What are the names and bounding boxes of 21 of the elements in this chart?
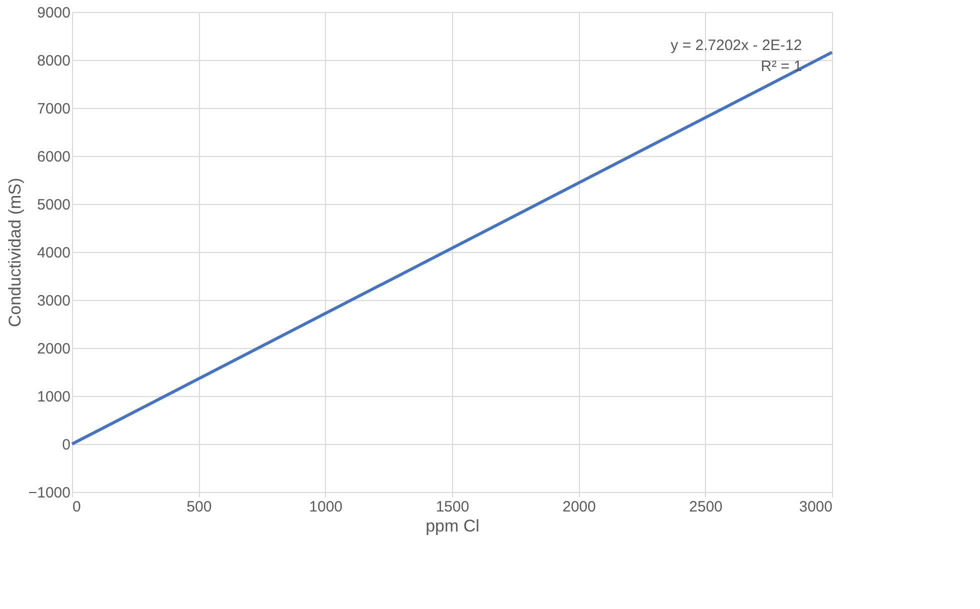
y-tick-label: 2000: [37, 340, 70, 358]
x-tick-label: 500: [186, 498, 212, 516]
x-tick-label: 1500: [436, 498, 470, 516]
y-tick-label: 3000: [37, 292, 70, 310]
x-tick-label: 2500: [689, 498, 723, 516]
x-tick-label: 3000: [799, 498, 832, 516]
y-tick-label: 0: [62, 436, 70, 454]
annotation: y = 2.7202x - 2E-12: [670, 37, 802, 54]
y-tick-label: 8000: [37, 52, 70, 70]
x-tick-label: 2000: [562, 498, 596, 516]
y-tick-label: −1000: [28, 484, 70, 502]
y-tick-label: 4000: [37, 244, 70, 262]
y-tick-label: 5000: [37, 196, 70, 214]
x-axis-title: ppm Cl: [426, 516, 480, 536]
y-axis-title: Conductividad (mS): [5, 178, 24, 328]
y-tick-label: 6000: [37, 148, 70, 166]
x-tick-label: 1000: [309, 498, 343, 516]
x-tick-label: 0: [72, 498, 81, 516]
y-tick-label: 1000: [37, 388, 70, 406]
y-tick-label: 7000: [37, 100, 70, 118]
y-tick-label: 9000: [37, 4, 70, 22]
